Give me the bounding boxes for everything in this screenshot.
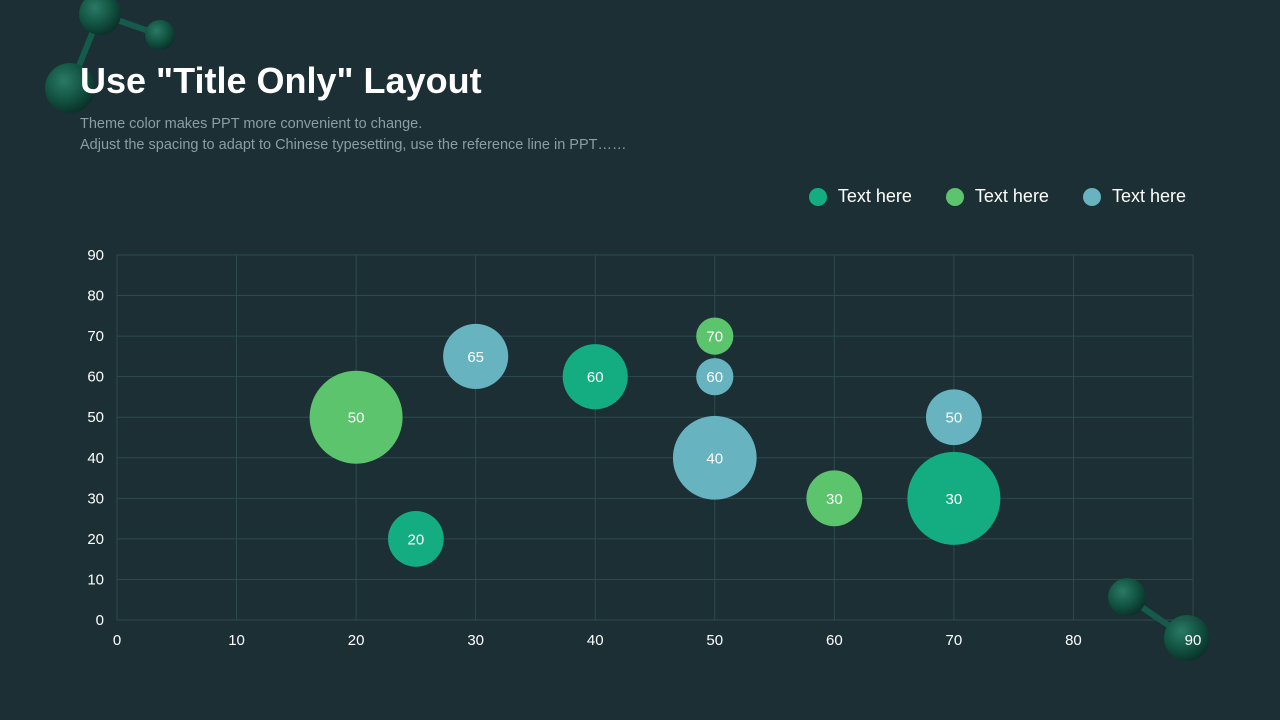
bubble-label: 50 [348, 410, 365, 427]
x-tick-label: 40 [587, 632, 604, 649]
bubble: 50 [925, 389, 982, 446]
legend-label: Text here [1111, 186, 1186, 206]
legend-swatch [808, 187, 827, 206]
subtitle: Theme color makes PPT more convenient to… [80, 114, 626, 156]
legend-label: Text here [837, 186, 912, 206]
legend-label: Text here [974, 186, 1049, 206]
y-tick-label: 60 [87, 369, 104, 386]
y-tick-label: 30 [87, 490, 104, 507]
bubble: 60 [696, 358, 734, 396]
x-tick-label: 50 [706, 632, 723, 649]
bubble: 60 [562, 344, 628, 410]
bubble-label: 70 [706, 329, 723, 346]
molecule-icon [1108, 578, 1210, 661]
bubble: 65 [443, 323, 509, 389]
bubble-label: 50 [946, 410, 963, 427]
bubble-circle [907, 451, 1001, 545]
x-tick-label: 0 [113, 632, 121, 649]
y-tick-label: 20 [87, 531, 104, 548]
subtitle-line: Adjust the spacing to adapt to Chinese t… [80, 137, 627, 153]
bubble-circle [672, 415, 757, 500]
x-tick-label: 70 [946, 632, 963, 649]
chart-bubbles: 20 60 30 50 70 30 65 60 40 50 [309, 317, 1001, 567]
molecule-icon [45, 0, 175, 113]
bubble-label: 60 [706, 369, 723, 386]
bubble-circle [562, 344, 628, 410]
x-tick-label: 10 [228, 632, 245, 649]
bubble-label: 30 [946, 491, 963, 508]
legend-item: Text here [1082, 186, 1186, 207]
bubble-label: 40 [706, 450, 723, 467]
bubble-circle [309, 370, 403, 464]
bubble: 40 [672, 415, 757, 500]
bubble-label: 65 [467, 349, 484, 366]
bubble-circle [696, 317, 734, 355]
bubble: 30 [806, 470, 863, 527]
subtitle-line: Theme color makes PPT more convenient to… [80, 116, 423, 132]
page-title: Use "Title Only" Layout [80, 60, 482, 101]
bubble: 30 [907, 451, 1001, 545]
y-tick-label: 70 [87, 328, 104, 345]
x-tick-label: 30 [467, 632, 484, 649]
legend-swatch [945, 187, 964, 206]
bubble-label: 60 [587, 369, 604, 386]
bubble-circle [806, 470, 863, 527]
legend-swatch [1082, 187, 1101, 206]
x-tick-label: 60 [826, 632, 843, 649]
chart-legend: Text here Text here Text here [775, 186, 1186, 207]
y-tick-label: 40 [87, 450, 104, 467]
bubble: 70 [696, 317, 734, 355]
x-tick-label: 80 [1065, 632, 1082, 649]
chart-grid [116, 254, 1194, 621]
legend-item: Text here [945, 186, 1049, 207]
x-tick-label: 90 [1185, 632, 1202, 649]
bubble-label: 20 [408, 531, 425, 548]
bubble-label: 30 [826, 491, 843, 508]
y-tick-label: 50 [87, 409, 104, 426]
bubble: 20 [387, 510, 444, 567]
chart-axes: 0 10 20 30 40 50 60 70 80 90 0 10 20 30 40 50 60 70 80 90 [87, 247, 1201, 649]
x-tick-label: 20 [348, 632, 365, 649]
bubble-circle [696, 358, 734, 396]
bubble-circle [443, 323, 509, 389]
y-tick-label: 80 [87, 288, 104, 305]
legend-item: Text here [808, 186, 912, 207]
y-tick-label: 10 [87, 571, 104, 588]
y-tick-label: 90 [87, 247, 104, 264]
bubble: 50 [309, 370, 403, 464]
bubble-circle [925, 389, 982, 446]
y-tick-label: 0 [96, 612, 104, 629]
bubble-circle [387, 510, 444, 567]
